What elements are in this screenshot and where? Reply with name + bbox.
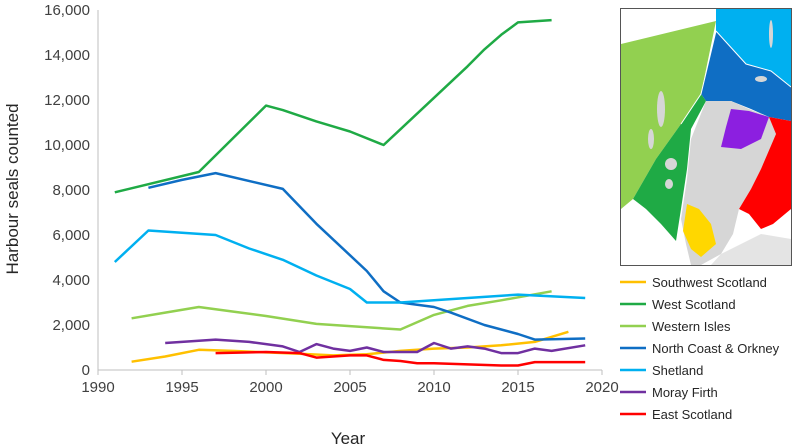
y-tick-label: 10,000 [44,137,90,154]
map-region-southwest-scotland [683,204,716,257]
map-region-north-coast-orkney [701,31,791,121]
region-map-svg [621,9,791,265]
map-borders [680,30,791,125]
series-line-shetland [113,229,586,304]
x-tick-label: 2010 [417,379,450,396]
axes: 1990 1995 2000 2005 2010 2015 2020 0 2,000 4,000 6… [44,2,619,396]
map-region-western-isles [621,21,716,209]
y-tick-label: 2,000 [52,317,90,334]
x-tick-label: 1995 [165,379,198,396]
series-line-east-scotland [215,350,586,367]
y-tick-label: 6,000 [52,227,90,244]
series-line-western-isles [131,290,552,331]
y-tick-label: 16,000 [44,2,90,19]
legend: Southwest Scotland West Scotland Western I… [620,275,780,422]
legend-label: Southwest Scotland [652,275,767,290]
map-region-east-scotland [739,117,791,229]
legend-label: West Scotland [652,297,736,312]
y-tick-label: 0 [82,362,90,379]
legend-label: Moray Firth [652,385,718,400]
x-tick-label: 2015 [501,379,534,396]
map-region-moray-firth [721,109,769,149]
y-tick-label: 4,000 [52,272,90,289]
map-islands [648,20,773,189]
map-england [711,234,791,265]
x-axis-title: Year [331,429,366,448]
x-tick-label: 2005 [333,379,366,396]
series-line-west-scotland [114,18,552,194]
y-tick-label: 12,000 [44,92,90,109]
scotland-region-map [620,8,792,266]
y-axis-title: Harbour seals counted [3,103,22,274]
series-line-moray-firth [165,338,586,355]
series-lines [113,18,586,367]
legend-label: East Scotland [652,407,732,422]
legend-label: Western Isles [652,319,731,334]
y-tick-label: 8,000 [52,182,90,199]
x-tick-label: 1990 [81,379,114,396]
x-tick-label: 2000 [249,379,282,396]
series-line-southwest-scotland [131,330,569,363]
legend-label: North Coast & Orkney [652,341,780,356]
series-line-north-coast-orkney [148,171,586,341]
x-tick-label: 2020 [585,379,618,396]
y-tick-label: 14,000 [44,47,90,64]
legend-label: Shetland [652,363,703,378]
